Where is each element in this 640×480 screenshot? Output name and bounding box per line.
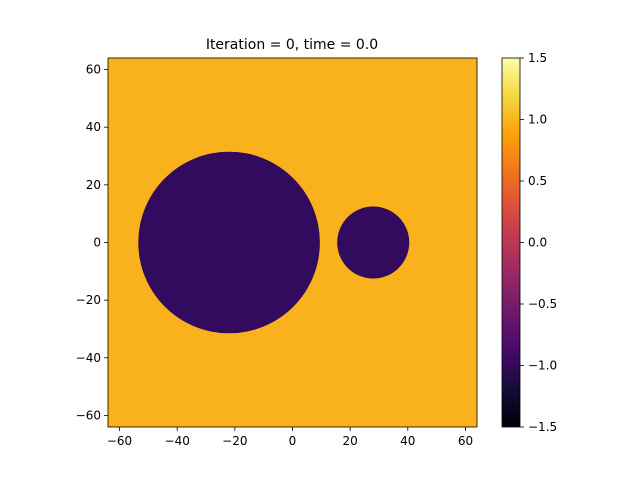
region-circle-2	[337, 206, 410, 279]
y-tick-label: 0	[93, 236, 101, 250]
colorbar-ticks: −1.5 −1.0 −0.5 0.0 0.5 1.0 1.5	[520, 51, 557, 434]
x-tick-label: −20	[222, 434, 247, 448]
x-tick-label: −60	[107, 434, 132, 448]
y-tick-label: 40	[86, 120, 101, 134]
colorbar-tick-label: −1.5	[528, 420, 557, 434]
x-tick-label: 0	[289, 434, 297, 448]
region-circle-1	[138, 151, 320, 334]
x-tick-label: 20	[343, 434, 358, 448]
colorbar-tick-label: 1.5	[528, 51, 547, 65]
colorbar-gradient	[502, 58, 520, 427]
plot-area	[107, 57, 478, 428]
colorbar-tick-label: −0.5	[528, 297, 557, 311]
y-axis: −60 −40 −20 0 20 40 60	[76, 63, 108, 422]
heatmap-regions	[138, 151, 410, 334]
y-tick-label: −20	[76, 293, 101, 307]
x-axis: −60 −40 −20 0 20 40 60	[107, 427, 473, 448]
colorbar-tick-label: 0.0	[528, 236, 547, 250]
colorbar-tick-label: 0.5	[528, 174, 547, 188]
colorbar-tick-label: 1.0	[528, 113, 547, 127]
y-tick-label: 60	[86, 63, 101, 77]
x-tick-label: 40	[400, 434, 415, 448]
chart-title: Iteration = 0, time = 0.0	[206, 37, 378, 53]
x-tick-label: 60	[458, 434, 473, 448]
x-tick-label: −40	[165, 434, 190, 448]
y-tick-label: −40	[76, 351, 101, 365]
colorbar: −1.5 −1.0 −0.5 0.0 0.5 1.0 1.5	[501, 51, 557, 434]
y-tick-label: 20	[86, 178, 101, 192]
colorbar-tick-label: −1.0	[528, 359, 557, 373]
y-tick-label: −60	[76, 408, 101, 422]
